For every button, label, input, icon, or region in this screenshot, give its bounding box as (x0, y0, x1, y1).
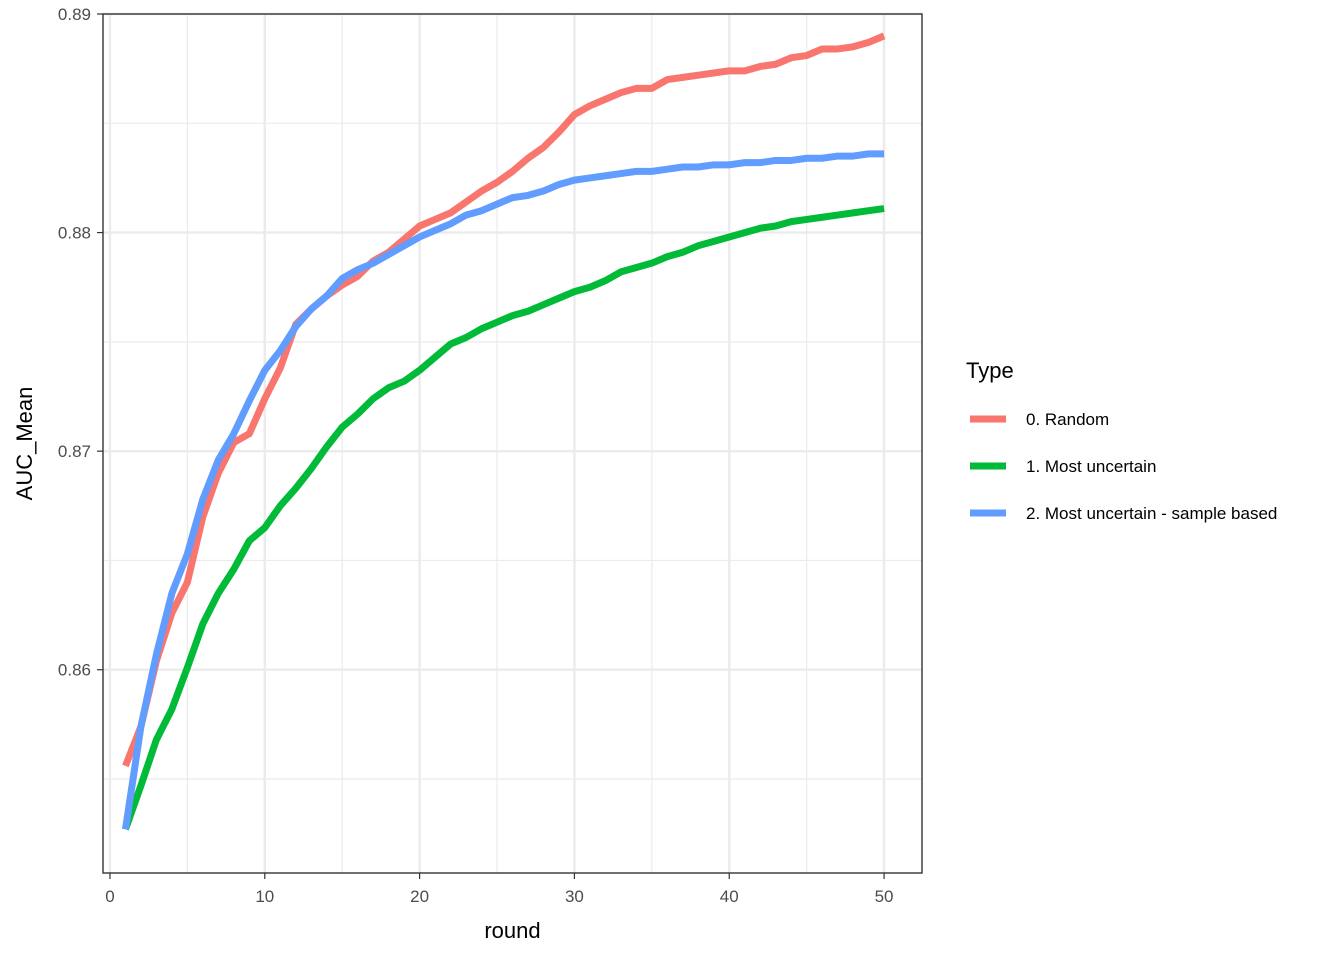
x-tick-label: 40 (720, 887, 739, 906)
series-line-3 (121, 150, 885, 830)
series-line-2 (122, 205, 885, 831)
panel-border (102, 13, 923, 874)
legend-title: Type (966, 358, 1014, 383)
y-tick-label: 0.87 (58, 442, 91, 461)
x-tick-label: 30 (565, 887, 584, 906)
y-tick-label: 0.89 (58, 5, 91, 24)
series-line-1 (122, 32, 886, 768)
legend-label-1: 0. Random (1026, 410, 1109, 429)
x-tick-label: 50 (875, 887, 894, 906)
axes: 0 10 20 30 40 50 0.86 0.87 0.88 0.89 (58, 5, 894, 906)
y-tick-label: 0.86 (58, 661, 91, 680)
x-tick-label: 20 (410, 887, 429, 906)
x-tick-label: 10 (255, 887, 274, 906)
y-axis-title: AUC_Mean (12, 387, 37, 501)
x-tick-label: 0 (105, 887, 114, 906)
legend-label-2: 1. Most uncertain (1026, 457, 1156, 476)
series-lines (121, 32, 886, 831)
y-tick-label: 0.88 (58, 224, 91, 243)
legend: Type 0. Random 1. Most uncertain 2. Most u… (966, 358, 1277, 523)
legend-label-3: 2. Most uncertain - sample based (1026, 504, 1277, 523)
x-axis-title: round (484, 918, 540, 943)
